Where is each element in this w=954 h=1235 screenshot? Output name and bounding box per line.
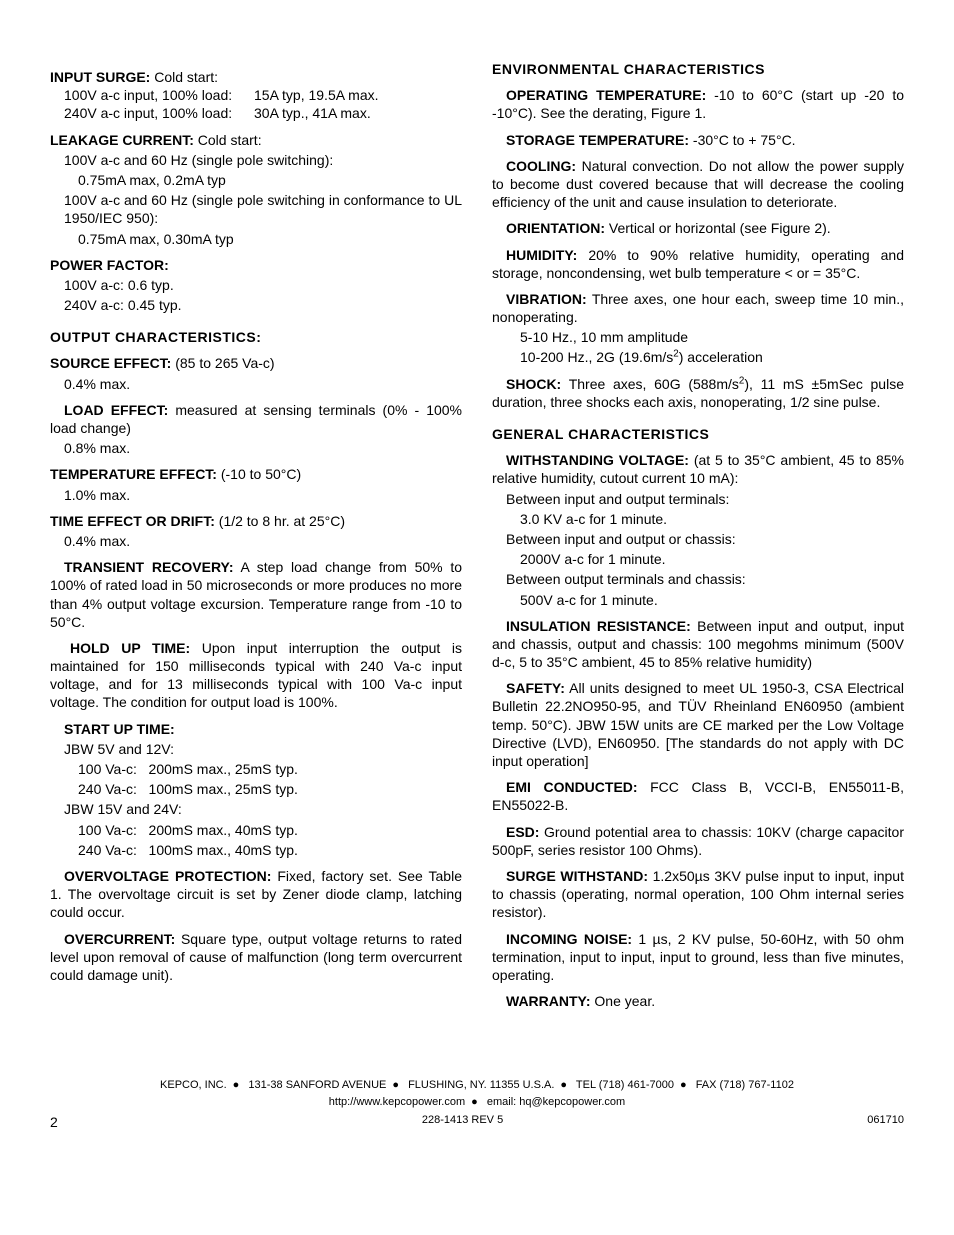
warranty: WARRANTY: One year. [492, 992, 904, 1010]
footer-line1: KEPCO, INC.● 131-38 SANFORD AVENUE● FLUS… [50, 1078, 904, 1092]
doc-number: 228-1413 REV 5 [422, 1113, 503, 1131]
emi: EMI CONDUCTED: FCC Class B, VCCI-B, EN55… [492, 778, 904, 814]
insulation: INSULATION RESISTANCE: Between input and… [492, 617, 904, 672]
power-factor: POWER FACTOR: 100V a-c: 0.6 typ. 240V a-… [50, 256, 462, 315]
gen-heading: GENERAL CHARACTERISTICS [492, 425, 904, 443]
page-row: 2 228-1413 REV 5 061710 [50, 1113, 904, 1131]
storage-temp: STORAGE TEMPERATURE: -30°C to + 75°C. [492, 131, 904, 149]
input-surge-row1: 100V a-c input, 100% load:15A typ, 19.5A… [50, 86, 462, 104]
leakage-current: LEAKAGE CURRENT: Cold start: 100V a-c an… [50, 131, 462, 248]
orientation: ORIENTATION: Vertical or horizontal (see… [492, 219, 904, 237]
footer-line2: http://www.kepcopower.com● email: hq@kep… [50, 1095, 904, 1109]
esd: ESD: Ground potential area to chassis: 1… [492, 823, 904, 859]
overcurrent: OVERCURRENT: Square type, output voltage… [50, 930, 462, 985]
op-temp: OPERATING TEMPERATURE: -10 to 60°C (star… [492, 86, 904, 122]
input-surge-row2: 240V a-c input, 100% load:30A typ., 41A … [50, 104, 462, 122]
doc-date: 061710 [867, 1113, 904, 1131]
input-surge: INPUT SURGE: Cold start: 100V a-c input,… [50, 68, 462, 123]
input-surge-label: INPUT SURGE: [50, 69, 150, 85]
shock: SHOCK: Three axes, 60G (588m/s2), 11 mS … [492, 375, 904, 411]
vibration: VIBRATION: Three axes, one hour each, sw… [492, 290, 904, 367]
leakage-label: LEAKAGE CURRENT: [50, 132, 194, 148]
pf-label: POWER FACTOR: [50, 256, 462, 274]
bullet-icon: ● [392, 1079, 399, 1091]
ovp: OVERVOLTAGE PROTECTION: Fixed, factory s… [50, 867, 462, 922]
bullet-icon: ● [560, 1079, 567, 1091]
time-effect: TIME EFFECT OR DRIFT: (1/2 to 8 hr. at 2… [50, 512, 462, 550]
withstand: WITHSTANDING VOLTAGE: (at 5 to 35°C ambi… [492, 451, 904, 609]
env-heading: ENVIRONMENTAL CHARACTERISTICS [492, 60, 904, 78]
content-columns: INPUT SURGE: Cold start: 100V a-c input,… [50, 60, 904, 1018]
startup: START UP TIME: JBW 5V and 12V: 100 Va-c:… [50, 720, 462, 859]
left-column: INPUT SURGE: Cold start: 100V a-c input,… [50, 60, 462, 1018]
surge: SURGE WITHSTAND: 1.2x50µs 3KV pulse inpu… [492, 867, 904, 922]
noise: INCOMING NOISE: 1 µs, 2 KV pulse, 50-60H… [492, 930, 904, 985]
holdup: HOLD UP TIME: Upon input interruption th… [50, 639, 462, 712]
output-heading: OUTPUT CHARACTERISTICS: [50, 328, 462, 346]
humidity: HUMIDITY: 20% to 90% relative humidity, … [492, 246, 904, 282]
bullet-icon: ● [471, 1096, 478, 1108]
temp-effect: TEMPERATURE EFFECT: (-10 to 50°C) 1.0% m… [50, 465, 462, 503]
cooling: COOLING: Natural convection. Do not allo… [492, 157, 904, 212]
page-number: 2 [50, 1113, 58, 1131]
source-effect: SOURCE EFFECT: (85 to 265 Va-c) 0.4% max… [50, 354, 462, 392]
footer: KEPCO, INC.● 131-38 SANFORD AVENUE● FLUS… [50, 1078, 904, 1109]
right-column: ENVIRONMENTAL CHARACTERISTICS OPERATING … [492, 60, 904, 1018]
bullet-icon: ● [680, 1079, 687, 1091]
safety: SAFETY: All units designed to meet UL 19… [492, 679, 904, 770]
transient: TRANSIENT RECOVERY: A step load change f… [50, 558, 462, 631]
load-effect: LOAD EFFECT: measured at sensing termina… [36, 401, 462, 458]
bullet-icon: ● [233, 1079, 240, 1091]
input-surge-lead: Cold start: [150, 69, 218, 85]
